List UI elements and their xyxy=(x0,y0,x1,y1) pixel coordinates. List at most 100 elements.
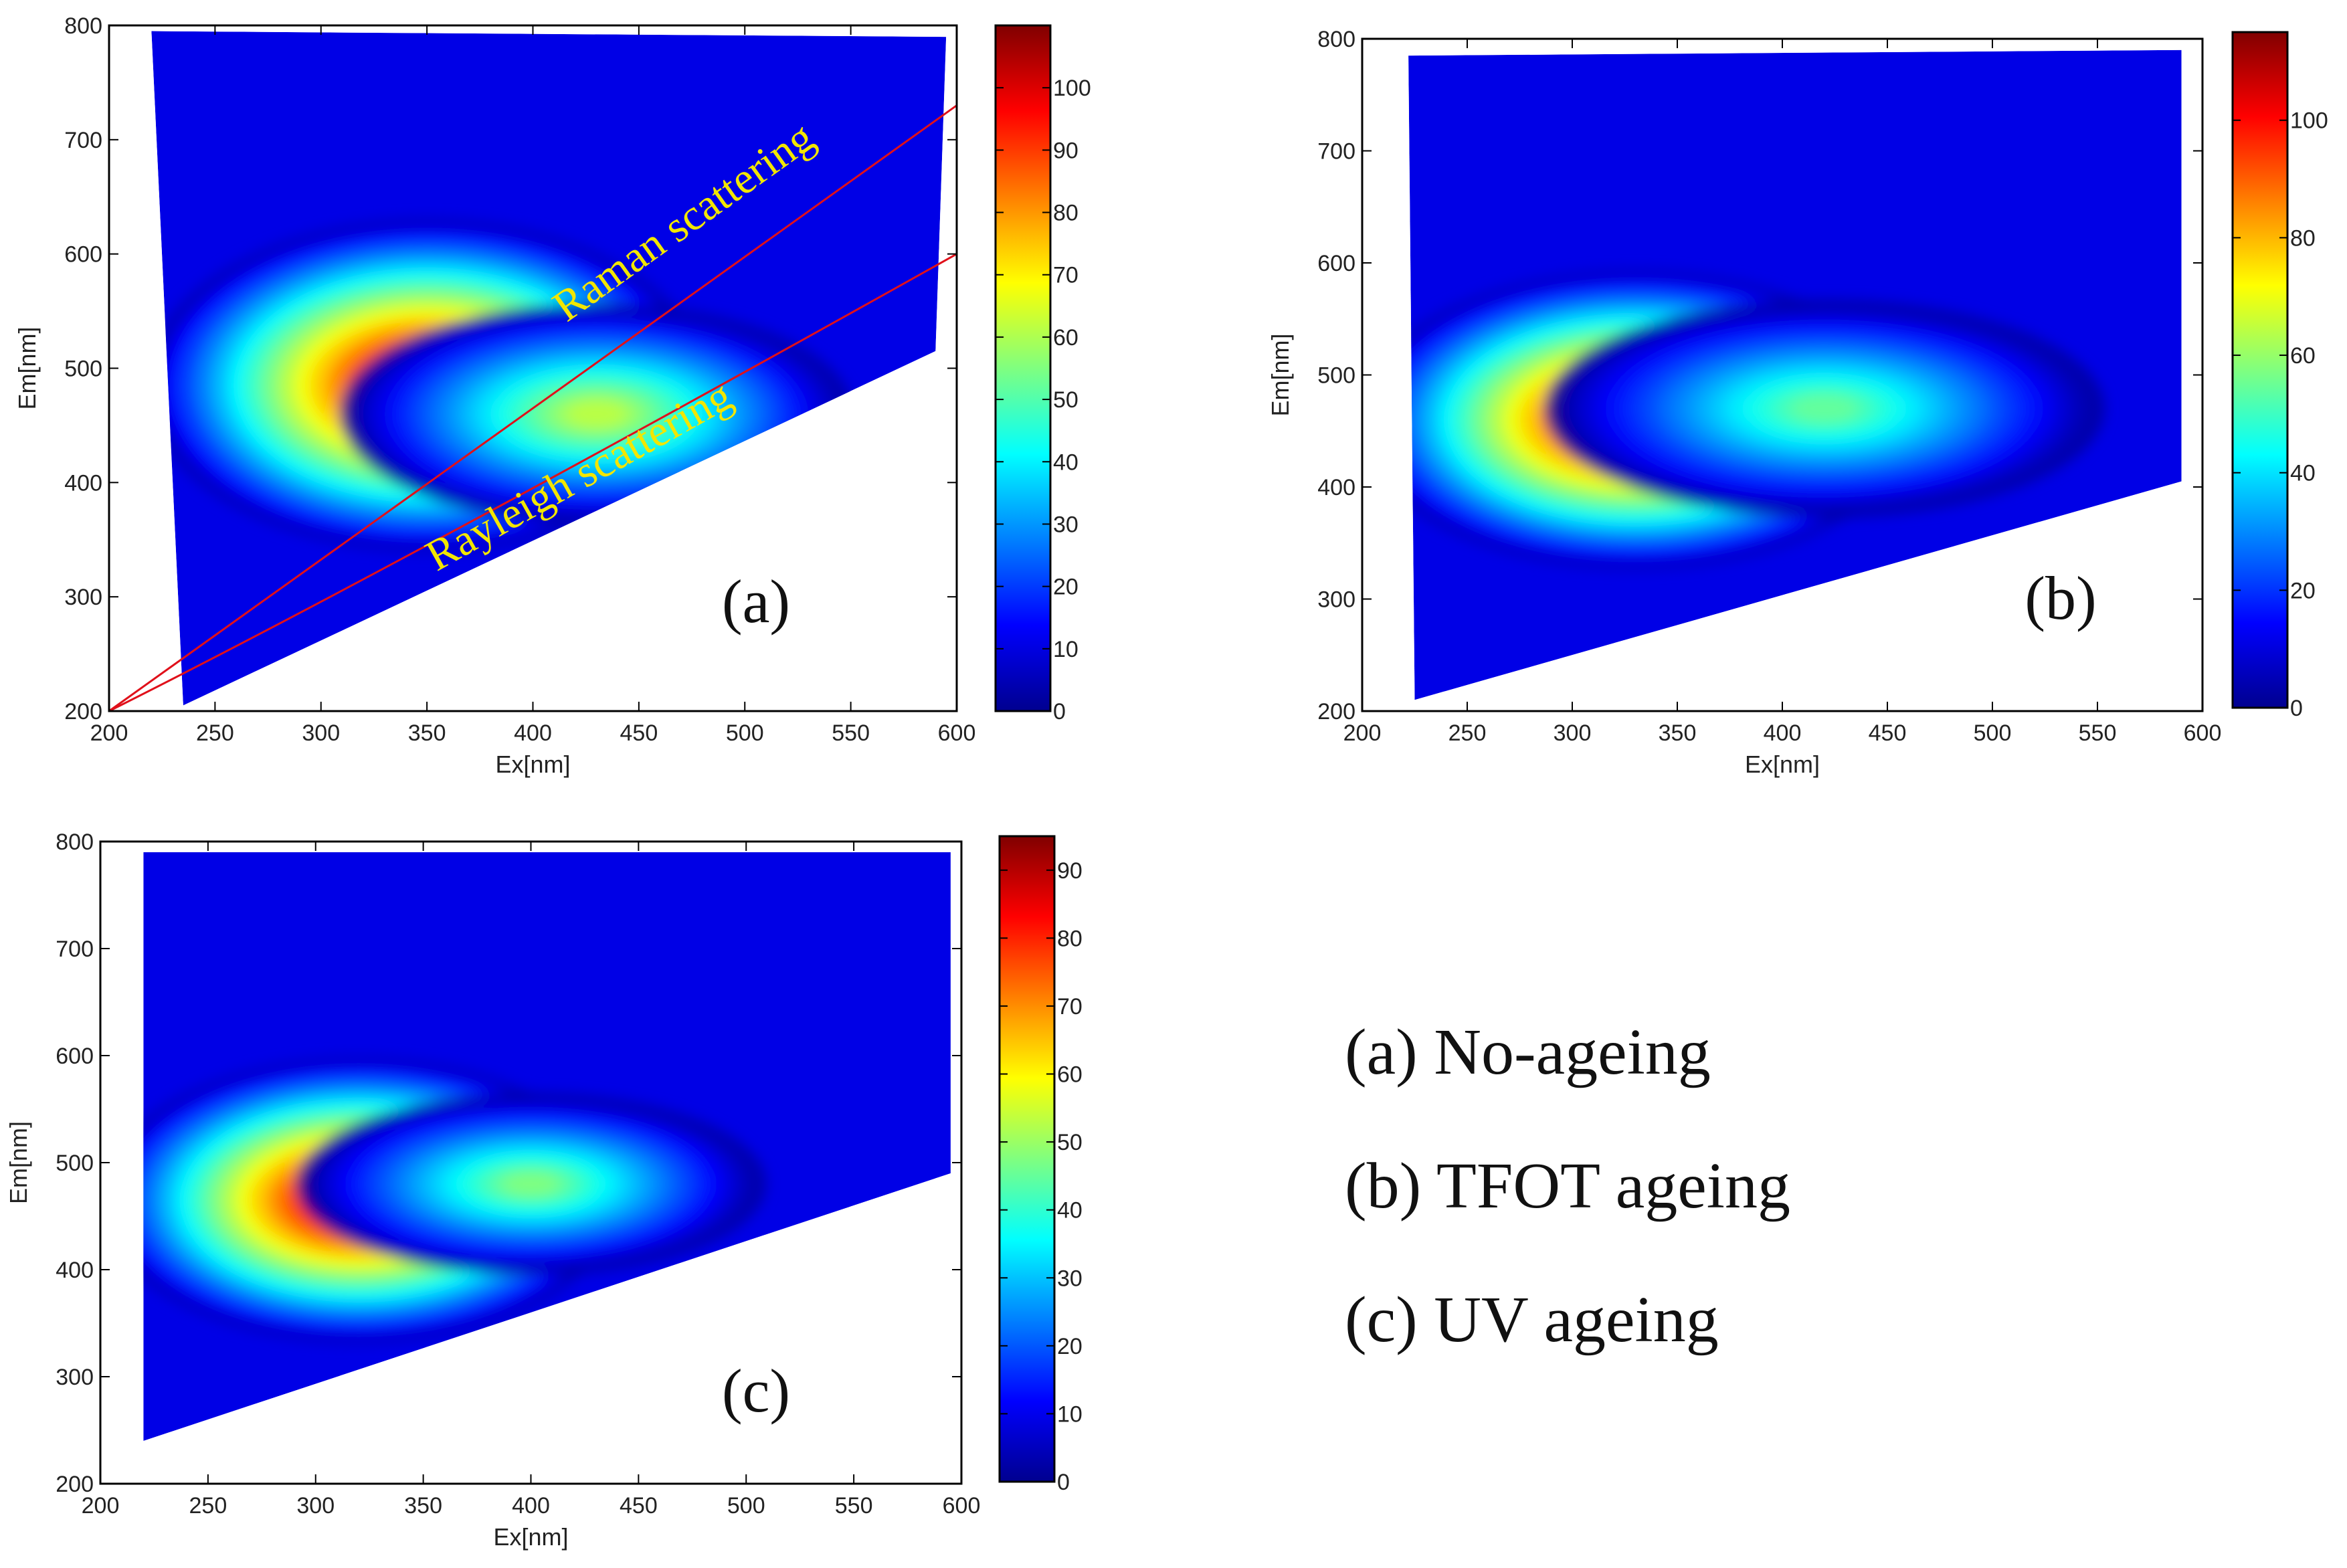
intensity-contour xyxy=(1791,395,1858,421)
x-tick-label: 500 xyxy=(726,720,764,746)
panel-a: 200 250 300 350 400 450 500 550 600 200300400500… xyxy=(13,13,1091,778)
y-tick-label: 300 xyxy=(1317,587,1355,613)
panel-label-a: (a) xyxy=(722,567,790,635)
y-tick-label: 600 xyxy=(56,1044,94,1069)
colorbar-tick-label: 10 xyxy=(1057,1401,1083,1427)
colorbar-tick-label: 70 xyxy=(1053,263,1078,288)
colorbar-tick-label: 30 xyxy=(1053,512,1078,537)
x-axis-c: 200 250 300 350 400 450 500 550 600 xyxy=(82,842,981,1518)
colorbar-tick-label: 40 xyxy=(1053,450,1078,475)
y-tick-label: 500 xyxy=(56,1151,94,1176)
x-tick-label: 300 xyxy=(296,1493,335,1518)
legend-item-c: (c) UV ageing xyxy=(1345,1284,1719,1356)
legend-item-b: (b) TFOT ageing xyxy=(1345,1150,1790,1222)
x-tick-label: 450 xyxy=(620,720,658,746)
rayleigh-line xyxy=(108,253,957,712)
colorbar-tick-label: 30 xyxy=(1057,1266,1083,1291)
x-tick-label: 550 xyxy=(835,1493,873,1518)
x-tick-label: 350 xyxy=(408,720,446,746)
colorbar-tick-label: 0 xyxy=(1057,1470,1070,1495)
panel-b: 200 250 300 350 400 450 500 550 600 200300400500… xyxy=(1266,27,2328,778)
x-tick-label: 200 xyxy=(90,720,128,746)
colorbar-tick-label: 100 xyxy=(1053,76,1091,101)
colorbar-a: 0 10 20 30 40 50 60 70 80 90 100 xyxy=(994,24,1091,724)
x-tick-label: 250 xyxy=(196,720,234,746)
x-tick-label: 600 xyxy=(943,1493,981,1518)
y-axis-label-c: Em[nm] xyxy=(5,1121,32,1204)
x-tick-label: 400 xyxy=(512,1493,550,1518)
y-axis-label-a: Em[nm] xyxy=(13,326,41,409)
x-axis-label-a: Ex[nm] xyxy=(495,751,570,778)
y-tick-label: 400 xyxy=(64,470,102,496)
x-axis-label-b: Ex[nm] xyxy=(1745,751,1820,778)
colorbar-c: 0 10 20 30 40 50 60 70 80 90 xyxy=(998,835,1083,1495)
colorbar-tick-label: 100 xyxy=(2290,108,2328,134)
y-tick-label: 800 xyxy=(1317,27,1355,52)
colorbar-tick-label: 20 xyxy=(1053,575,1078,600)
colorbar-tick-label: 10 xyxy=(1053,637,1078,662)
colorbar-tick-label: 40 xyxy=(2290,461,2316,486)
y-axis-label-b: Em[nm] xyxy=(1266,333,1294,416)
colorbar-tick-label: 20 xyxy=(1057,1334,1083,1359)
colorbar-gradient xyxy=(998,835,1056,1483)
y-tick-label: 200 xyxy=(1317,699,1355,724)
colorbar-tick-label: 20 xyxy=(2290,578,2316,603)
y-tick-label: 600 xyxy=(64,242,102,268)
x-tick-label: 550 xyxy=(832,720,870,746)
intensity-contour xyxy=(566,401,627,427)
colorbar-b: 0 20 40 60 80 100 xyxy=(2231,31,2328,721)
colorbar-tick-label: 0 xyxy=(2290,696,2303,721)
y-tick-label: 700 xyxy=(1317,139,1355,165)
colorbar-tick-label: 80 xyxy=(1053,201,1078,226)
x-tick-label: 450 xyxy=(620,1493,658,1518)
intensity-contour xyxy=(503,1173,559,1195)
x-tick-label: 500 xyxy=(1974,720,2012,746)
heatmap-a xyxy=(151,31,947,706)
x-tick-label: 350 xyxy=(1659,720,1697,746)
x-tick-label: 450 xyxy=(1869,720,1907,746)
y-tick-label: 200 xyxy=(56,1472,94,1497)
colorbar-tick-label: 0 xyxy=(1053,699,1066,724)
y-tick-label: 600 xyxy=(1317,251,1355,276)
colorbar-tick-label: 90 xyxy=(1057,858,1083,884)
y-tick-label: 400 xyxy=(1317,475,1355,500)
colorbar-tick-label: 40 xyxy=(1057,1198,1083,1223)
colorbar-tick-label: 60 xyxy=(1057,1062,1083,1088)
panel-label-c: (c) xyxy=(722,1357,790,1425)
y-axis-a: 200 300 400 500 600 700 800 xyxy=(64,13,957,724)
colorbar-tick-label: 60 xyxy=(2290,343,2316,369)
y-tick-label: 800 xyxy=(64,13,102,39)
colorbar-tick-label: 70 xyxy=(1057,994,1083,1019)
x-tick-label: 600 xyxy=(2184,720,2222,746)
colorbar-gradient xyxy=(2231,31,2289,709)
y-tick-label: 300 xyxy=(56,1365,94,1390)
y-tick-label: 700 xyxy=(64,128,102,153)
x-tick-label: 300 xyxy=(1554,720,1592,746)
x-tick-label: 250 xyxy=(1448,720,1487,746)
y-tick-label: 400 xyxy=(56,1258,94,1283)
legend: (a) No-ageing (b) TFOT ageing (c) UV age… xyxy=(1345,1016,1790,1356)
y-tick-label: 300 xyxy=(64,585,102,610)
x-tick-label: 500 xyxy=(727,1493,765,1518)
x-tick-label: 400 xyxy=(514,720,552,746)
y-tick-label: 500 xyxy=(1317,363,1355,389)
y-tick-label: 500 xyxy=(64,357,102,382)
panel-label-b: (b) xyxy=(2025,564,2096,632)
y-tick-label: 200 xyxy=(64,699,102,724)
x-axis-label-c: Ex[nm] xyxy=(493,1523,568,1551)
x-tick-label: 200 xyxy=(82,1493,120,1518)
raman-line xyxy=(108,104,957,712)
legend-item-a: (a) No-ageing xyxy=(1345,1016,1711,1088)
x-axis-a: 200 250 300 350 400 450 500 550 600 xyxy=(90,25,975,746)
x-axis-b: 200 250 300 350 400 450 500 550 600 xyxy=(1343,39,2222,746)
x-tick-label: 550 xyxy=(2079,720,2117,746)
x-tick-label: 300 xyxy=(302,720,340,746)
colorbar-tick-label: 50 xyxy=(1053,387,1078,413)
heatmap-b xyxy=(1408,50,2182,700)
x-tick-label: 250 xyxy=(189,1493,227,1518)
colorbar-gradient xyxy=(994,24,1052,712)
panel-c: 200 250 300 350 400 450 500 550 600 200300400500… xyxy=(5,829,1083,1551)
y-axis-b: 200 300 400 500 600 700 800 xyxy=(1317,27,2202,724)
colorbar-tick-label: 90 xyxy=(1053,138,1078,163)
